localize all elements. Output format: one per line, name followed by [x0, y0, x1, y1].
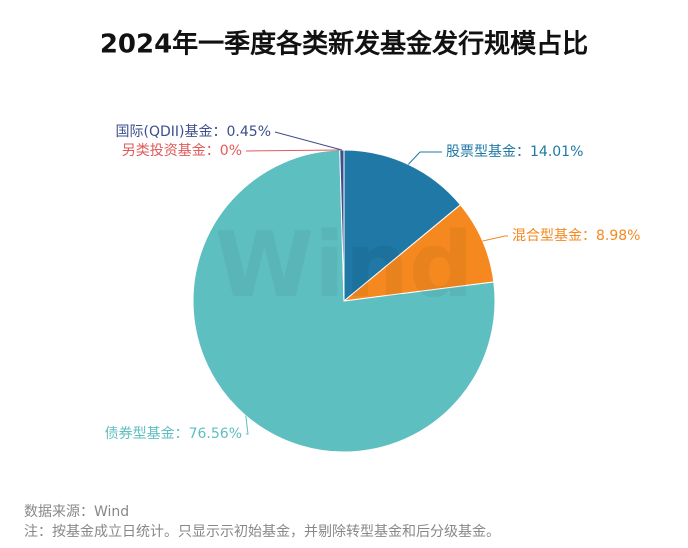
pie-slice	[192, 149, 496, 453]
label-name: 另类投资基金	[122, 142, 206, 159]
note: 注：按基金成立日统计。只显示示初始基金，并剔除转型基金和后分级基金。	[24, 523, 500, 540]
chart-title: 2024年一季度各类新发基金发行规模占比	[100, 29, 588, 60]
leader-line	[407, 151, 442, 165]
label-separator: ：	[213, 124, 227, 140]
label-name: 债券型基金	[105, 425, 175, 442]
label-separator: ：	[516, 144, 530, 160]
label-separator: ：	[206, 143, 220, 159]
data-label: 债券型基金：76.56%	[105, 425, 242, 442]
leader-line	[482, 235, 508, 242]
label-name: 股票型基金	[446, 143, 516, 160]
pie-slice	[343, 149, 462, 303]
label-separator: ：	[175, 426, 189, 442]
label-value: 0%	[220, 143, 242, 159]
label-value: 0.45%	[227, 124, 271, 140]
data-label: 另类投资基金：0%	[122, 142, 242, 159]
label-name: 国际(QDII)基金	[116, 123, 213, 140]
pie-slice	[342, 204, 495, 302]
data-label: 混合型基金：8.98%	[512, 227, 640, 244]
label-value: 76.56%	[189, 426, 242, 442]
data-label: 股票型基金：14.01%	[446, 143, 583, 160]
source: 数据来源：Wind	[24, 504, 129, 520]
label-value: 8.98%	[596, 228, 640, 244]
data-label: 国际(QDII)基金：0.45%	[116, 123, 271, 140]
label-value: 14.01%	[530, 144, 583, 160]
leader-line	[274, 131, 342, 151]
label-name: 混合型基金	[512, 227, 582, 244]
label-separator: ：	[582, 228, 596, 244]
leader-line	[245, 149, 340, 152]
leader-line	[245, 415, 249, 435]
watermark: Wind	[215, 213, 474, 318]
